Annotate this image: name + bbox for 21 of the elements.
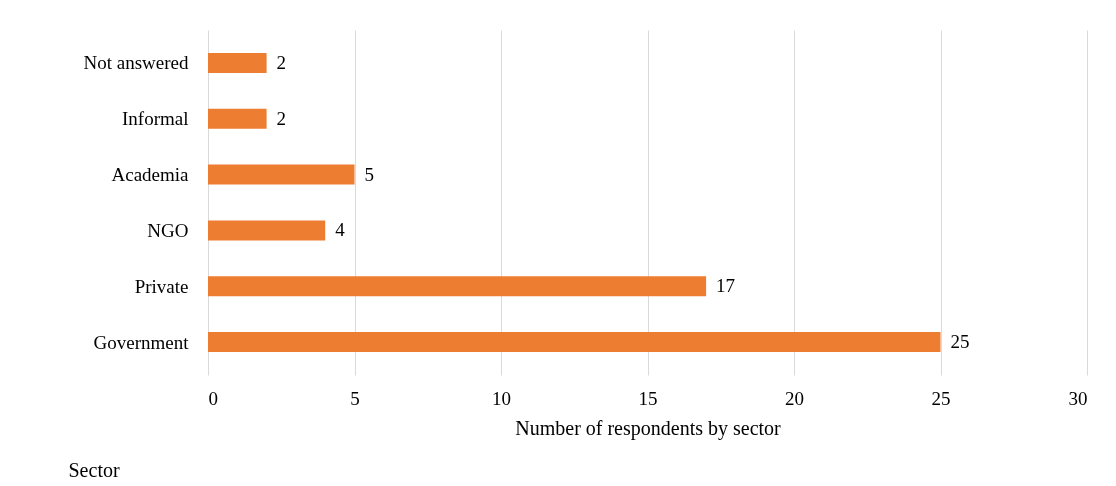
data-label: 2 [276, 51, 287, 73]
x-tick-label: 15 [638, 387, 658, 409]
x-tick-label: 20 [785, 387, 804, 409]
data-label: 4 [335, 219, 346, 241]
data-label: 5 [364, 163, 374, 185]
y-tick-label: Private [134, 275, 189, 297]
y-tick-label: Informal [122, 108, 189, 130]
data-label: 25 [950, 331, 970, 353]
x-tick-label: 25 [931, 387, 951, 409]
data-label: 2 [276, 107, 287, 129]
y-axis-title: Sector [68, 458, 120, 481]
data-label: 17 [716, 275, 736, 297]
x-tick-label: 30 [1068, 387, 1088, 409]
y-tick-label: Government [93, 331, 190, 353]
x-tick-label: 0 [208, 387, 218, 409]
y-tick-label: NGO [147, 219, 189, 241]
y-tick-label: Academia [111, 164, 190, 186]
x-tick-label: 5 [350, 387, 360, 409]
x-tick-label: 10 [492, 387, 511, 409]
x-axis-title: Number of respondents by sector [515, 416, 782, 440]
y-tick-label: Not answered [83, 52, 189, 74]
